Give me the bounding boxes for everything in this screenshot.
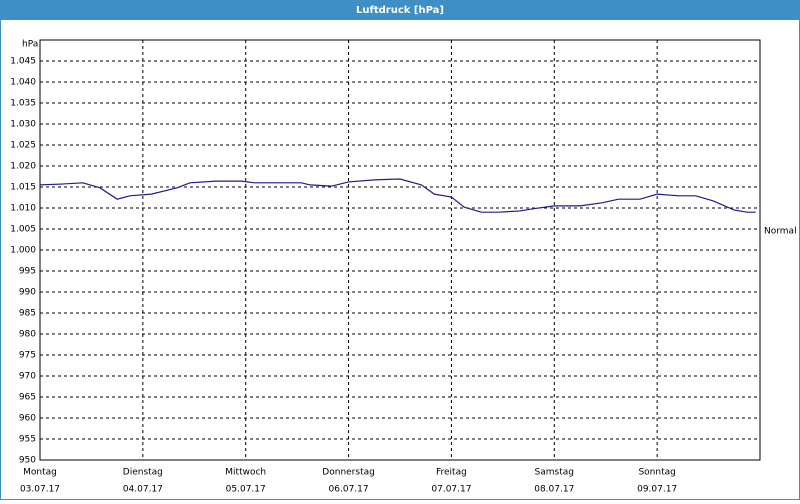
y-tick-label: 970 (19, 372, 36, 382)
x-tick-label: Samstag (535, 468, 574, 478)
y-tick-label: 1.025 (10, 141, 36, 151)
y-tick-label: 950 (19, 456, 36, 466)
x-tick-label: Montag (23, 468, 57, 478)
y-tick-label: 985 (19, 309, 36, 319)
x-tick-date: 05.07.17 (226, 485, 266, 495)
y-tick-label: 1.040 (10, 78, 36, 88)
y-tick-label: 955 (19, 435, 36, 445)
x-tick-date: 04.07.17 (123, 485, 163, 495)
y-tick-label: 1.015 (10, 183, 36, 193)
x-tick-label: Dienstag (123, 468, 163, 478)
y-axis-label: hPa (22, 40, 38, 50)
y-tick-label: 975 (19, 351, 36, 361)
x-tick-label: Freitag (436, 468, 467, 478)
x-tick-date: 09.07.17 (637, 485, 677, 495)
y-tick-label: 1.005 (10, 225, 36, 235)
y-tick-label: 1.010 (10, 204, 36, 214)
y-tick-label: 990 (19, 288, 36, 298)
y-tick-label: 1.035 (10, 99, 36, 109)
y-tick-label: 965 (19, 393, 36, 403)
x-tick-label: Mittwoch (225, 468, 266, 478)
y-tick-label: 1.045 (10, 57, 36, 67)
x-tick-label: Donnerstag (322, 468, 375, 478)
x-tick-date: 07.07.17 (431, 485, 471, 495)
data-line (39, 178, 756, 213)
y-tick-label: 980 (19, 330, 36, 340)
x-tick-date: 06.07.17 (329, 485, 369, 495)
y-tick-label: 960 (19, 414, 36, 424)
y-tick-label: 995 (19, 267, 36, 277)
chart-title: Luftdruck [hPa] (356, 5, 444, 16)
y-tick-label: 1.000 (10, 246, 36, 256)
annotation: Normal (764, 227, 797, 237)
x-tick-date: 08.07.17 (534, 485, 574, 495)
y-tick-label: 1.020 (10, 162, 36, 172)
title-bar (0, 0, 800, 20)
x-tick-label: Sonntag (638, 468, 675, 478)
x-tick-date: 03.07.17 (20, 485, 60, 495)
y-tick-label: 1.030 (10, 120, 36, 130)
